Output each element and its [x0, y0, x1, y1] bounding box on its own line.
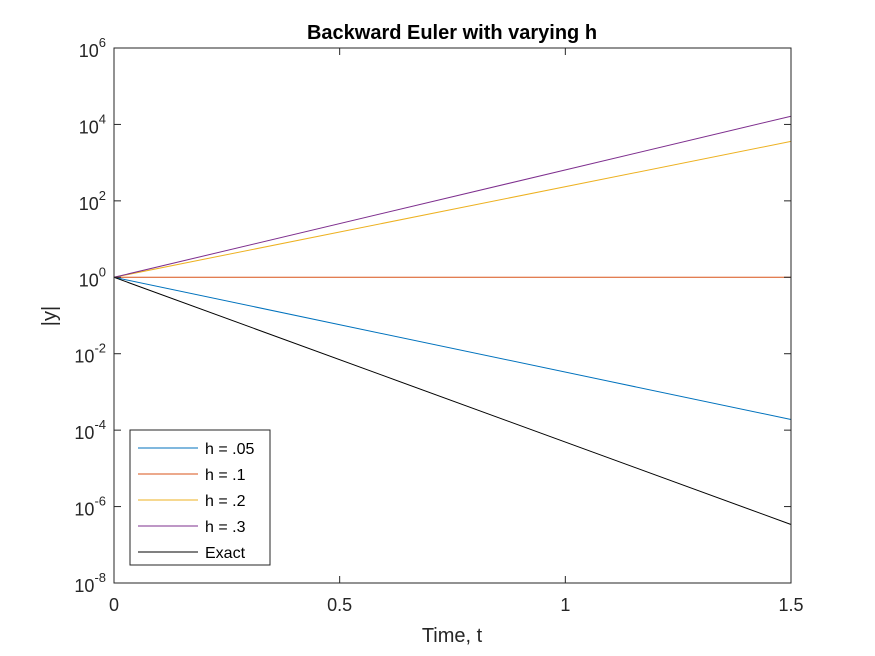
y-tick-base: 10 [79, 117, 99, 137]
y-tick-label: 106 [79, 35, 106, 61]
series-layer [113, 115, 792, 525]
series-line-0 [113, 276, 792, 420]
x-tick-label: 1 [560, 595, 570, 615]
y-tick-exponent: 2 [99, 188, 106, 203]
x-axis-label: Time, t [422, 625, 483, 647]
series-line-4 [113, 276, 792, 525]
legend-label-3: h = .3 [205, 519, 246, 536]
y-tick-base: 10 [79, 41, 99, 61]
y-tick-exponent: -6 [94, 494, 106, 509]
y-tick-exponent: 6 [99, 35, 106, 50]
y-tick-base: 10 [79, 194, 99, 214]
legend-label-4: Exact [205, 545, 246, 562]
legend-label-1: h = .1 [205, 467, 246, 484]
x-tick-label: 1.5 [778, 595, 803, 615]
y-tick-label: 102 [79, 188, 106, 214]
axes-box [113, 47, 792, 584]
y-tick-base: 10 [74, 347, 94, 367]
y-tick-exponent: 4 [99, 111, 106, 126]
legend-items: h = .05 h = .1 h = .2 h = .3 Exact [138, 441, 254, 562]
y-tick-label: 10-4 [74, 417, 106, 443]
y-tick-label: 10-2 [74, 341, 106, 367]
y-tick-exponent: -8 [94, 570, 106, 585]
series-line-2 [113, 140, 792, 278]
legend-label-0: h = .05 [205, 441, 254, 458]
x-axis: 0 0.5 1 1.5 [109, 48, 804, 615]
legend-label-2: h = .2 [205, 493, 246, 510]
y-tick-label: 100 [79, 264, 106, 290]
x-tick-label: 0.5 [327, 595, 352, 615]
y-tick-label: 104 [79, 111, 106, 137]
y-tick-base: 10 [79, 270, 99, 290]
y-tick-exponent: -2 [94, 341, 106, 356]
y-tick-base: 10 [74, 576, 94, 596]
series-line-3 [113, 115, 792, 278]
y-tick-label: 10-6 [74, 494, 106, 520]
y-axis-label: |y| [39, 306, 61, 326]
y-tick-base: 10 [74, 500, 94, 520]
y-tick-exponent: -4 [94, 417, 106, 432]
chart-title: Backward Euler with varying h [307, 22, 597, 44]
legend-box [129, 429, 271, 566]
legend: h = .05 h = .1 h = .2 h = .3 Exact [129, 429, 271, 566]
x-tick-label: 0 [109, 595, 119, 615]
y-tick-label: 10-8 [74, 570, 106, 596]
y-tick-exponent: 0 [99, 264, 106, 279]
y-tick-base: 10 [74, 423, 94, 443]
